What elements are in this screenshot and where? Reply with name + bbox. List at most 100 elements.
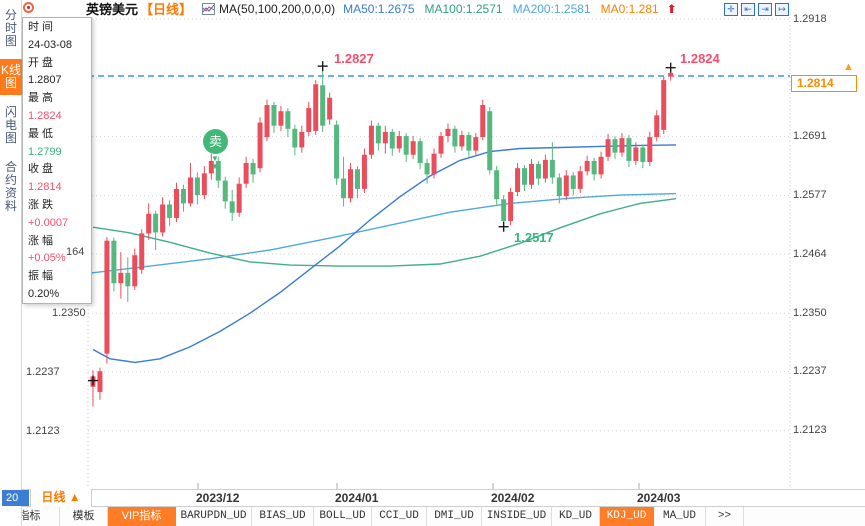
candle — [528, 164, 534, 185]
candle — [494, 170, 500, 200]
candle — [396, 136, 402, 149]
pan-right-icon[interactable]: ↦ — [775, 3, 789, 16]
time-axis-bar — [0, 489, 865, 507]
indicator-tab-VIP指标[interactable]: VIP指标 — [108, 507, 176, 526]
candle — [542, 159, 548, 179]
candle — [160, 204, 166, 233]
indicator-tab-INSIDE_UD[interactable]: INSIDE_UD — [482, 507, 552, 526]
candle — [243, 163, 249, 184]
indicator-tab-DMI_UD[interactable]: DMI_UD — [427, 507, 482, 526]
ma-line-MA200 — [87, 192, 677, 274]
candle — [640, 147, 646, 162]
candle — [410, 141, 416, 155]
candle — [626, 138, 632, 161]
candle — [361, 154, 367, 189]
price-tick-label-left: 164 — [66, 246, 85, 258]
candle — [167, 204, 173, 218]
candle — [584, 160, 590, 172]
candle — [348, 169, 354, 199]
price-tick-label: 1.2464 — [793, 248, 827, 260]
symbol-title: 英镑美元 — [86, 2, 139, 17]
sidebar-tab-K线图[interactable]: K线图 — [0, 59, 22, 95]
tooltip-label: 开 盘 — [28, 56, 54, 69]
candle — [668, 72, 674, 77]
compress-axis-left-icon[interactable]: ⇤ — [741, 3, 755, 16]
sidebar-tab-闪电图[interactable]: 闪电图 — [4, 105, 17, 145]
ma-chart-icon — [202, 2, 216, 15]
candle — [501, 199, 507, 222]
sell-arrow-icon: ▼ — [211, 154, 219, 163]
candle — [570, 175, 576, 189]
candle — [327, 97, 333, 120]
candle — [271, 104, 277, 126]
candle — [654, 115, 660, 138]
indicator-tab-BIAS_UD[interactable]: BIAS_UD — [252, 507, 314, 526]
candle — [118, 272, 124, 284]
candle — [368, 125, 374, 155]
candle — [633, 147, 639, 161]
compress-axis-right-icon[interactable]: ⇥ — [758, 3, 772, 16]
candle — [647, 137, 653, 162]
indicator-tab-BOLL_UD[interactable]: BOLL_UD — [314, 507, 372, 526]
candle — [222, 180, 228, 202]
candle — [556, 177, 562, 197]
candle — [292, 128, 298, 148]
crosshair-target-icon[interactable] — [23, 2, 34, 13]
indicator-tab-BARUPDN_UD[interactable]: BARUPDN_UD — [176, 507, 252, 526]
candle — [201, 173, 207, 196]
candle — [473, 137, 479, 151]
ma-value: MA0:1.281 — [600, 1, 659, 16]
ohlc-tooltip-panel: 时 间 24-03-08 开 盘 1.2807 最 高 1.2824 最 低 1.2799 收 … — [22, 17, 92, 304]
indicator-tab-模板[interactable]: 模板 — [60, 507, 108, 526]
indicator-tab-CCI_UD[interactable]: CCI_UD — [372, 507, 427, 526]
tooltip-label: 收 盘 — [28, 163, 54, 176]
candle — [278, 111, 284, 126]
sidebar-tab-合约资料[interactable]: 合约资料 — [4, 160, 17, 213]
month-label: 2023/12 — [196, 491, 240, 505]
period-selector[interactable]: 日线 ▲ — [30, 489, 92, 507]
candle — [208, 160, 214, 174]
sidebar-tab-分时图[interactable]: 分时图 — [4, 8, 17, 48]
indicator-tab-指标[interactable]: 指标 — [0, 507, 60, 526]
candle — [125, 272, 131, 287]
candle — [313, 84, 319, 131]
indicator-tab-KD_UD[interactable]: KD_UD — [552, 507, 600, 526]
move-tool-icon[interactable]: ✛ — [724, 3, 738, 16]
candle — [146, 213, 152, 234]
price-tick-label: 1.2577 — [793, 189, 827, 201]
price-annotation: 1.2827 — [334, 51, 374, 66]
tooltip-value: 0.20% — [28, 287, 60, 300]
axis-corner-label: 20 — [2, 490, 29, 506]
tooltip-label: 时 间 — [28, 21, 54, 33]
candle — [111, 240, 117, 284]
month-label: 2024/02 — [491, 491, 535, 505]
candle — [334, 124, 340, 179]
candle — [354, 169, 360, 189]
candle — [431, 153, 437, 175]
price-tick-label: 1.2350 — [793, 307, 827, 319]
candle — [180, 188, 186, 204]
tooltip-value: 1.2799 — [28, 145, 62, 158]
trend-up-arrow-icon: ⬆ — [666, 1, 677, 16]
ma-value: MA50:1.2675 — [343, 1, 415, 16]
candle — [438, 136, 444, 154]
candle — [382, 131, 388, 144]
price-up-arrow-icon: ▲ — [843, 61, 854, 73]
indicator-tab-MA_UD[interactable]: MA_UD — [654, 507, 706, 526]
month-label: 2024/01 — [335, 491, 379, 505]
candle — [257, 122, 263, 169]
price-tick-label: 1.2918 — [793, 13, 827, 25]
ma-formula: MA(50,100,200,0,0,0) — [219, 1, 336, 16]
price-annotation: 1.2517 — [514, 230, 554, 245]
tooltip-value: 1.2814 — [28, 181, 62, 194]
candle — [424, 163, 430, 175]
indicator-tab-KDJ_UD[interactable]: KDJ_UD — [600, 507, 654, 526]
tooltip-value: 1.2824 — [28, 109, 62, 122]
candle — [264, 104, 270, 138]
candle — [563, 175, 569, 197]
ma-value: MA200:1.2581 — [512, 1, 591, 16]
indicator-tab->>[interactable]: >> — [706, 507, 744, 526]
price-tick-label-left: 1.2350 — [52, 307, 86, 319]
tooltip-value: 24-03-08 — [28, 38, 73, 51]
